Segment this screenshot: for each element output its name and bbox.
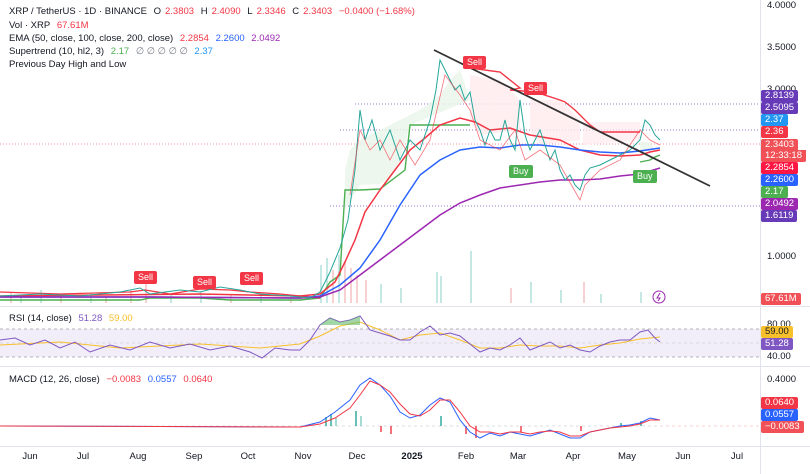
supertrend-up-value: 2.17 <box>110 46 130 57</box>
ema-legend[interactable]: EMA (50, close, 100, close, 200, close) … <box>9 33 281 44</box>
time-label: Jul <box>76 451 90 462</box>
symbol-title[interactable]: XRP / TetherUS · 1D · BINANCE <box>9 6 147 17</box>
price-tick: 3.0000 <box>767 84 796 95</box>
ema200-value: 2.0492 <box>251 33 281 44</box>
time-label: Sep <box>185 451 203 462</box>
rsi-ma-value: 59.00 <box>108 313 133 324</box>
sell-signal: Sell <box>193 276 217 289</box>
volume-value: 67.61M <box>56 20 89 31</box>
macd-signal-value: 0.0640 <box>183 374 213 385</box>
macd-signal-tag: 0.0640 <box>761 397 799 409</box>
ema200-tag: 2.0492 <box>761 198 799 210</box>
pane-separator[interactable] <box>0 306 810 307</box>
time-label: Aug <box>129 451 147 462</box>
rsi-value-tag: 51.28 <box>761 338 793 350</box>
change-value: −0.0400 (−1.68%) <box>338 6 415 17</box>
time-label: Jun <box>675 451 691 462</box>
time-label-year: 2025 <box>401 451 423 462</box>
sell-signal: Sell <box>463 56 487 69</box>
price-tick: 3.5000 <box>767 42 797 53</box>
price-axis-border <box>760 0 761 474</box>
time-label: Dec <box>348 451 366 462</box>
sell-signal: Sell <box>240 272 264 285</box>
macd-histogram-tag: −0.0083 <box>761 421 804 433</box>
supertrend-legend[interactable]: Supertrend (10, hl2, 3) 2.17 ∅ ∅ ∅ ∅ ∅ 2… <box>9 46 213 57</box>
bar-countdown-tag: 12:33:18 <box>761 150 806 162</box>
ema50-tag: 2.2854 <box>761 162 799 174</box>
high-value: 2.4090 <box>211 6 241 17</box>
ema100-tag: 2.2600 <box>761 174 799 186</box>
supertrend-na-values: ∅ ∅ ∅ ∅ ∅ <box>135 46 188 57</box>
supertrend-down-tag: 2.37 <box>761 114 788 126</box>
price-tick: 1.0000 <box>767 251 797 262</box>
supertrend-up-tag: 2.17 <box>761 186 788 198</box>
time-label: Oct <box>240 451 256 462</box>
supertrend-tag: 2.36 <box>761 126 788 138</box>
macd-line-tag: 0.0557 <box>761 409 799 421</box>
macd-tick: 0.4000 <box>767 374 797 385</box>
rsi-tick: 40.00 <box>767 351 791 362</box>
time-label: Mar <box>509 451 527 462</box>
rsi-tick: 80.00 <box>767 319 791 330</box>
low-value: 2.3346 <box>256 6 286 17</box>
macd-value: 0.0557 <box>147 374 177 385</box>
rsi-ma-tag: 59.00 <box>761 326 793 338</box>
macd-legend[interactable]: MACD (12, 26, close) −0.0083 0.0557 0.06… <box>9 374 213 385</box>
pane-separator[interactable] <box>0 366 810 367</box>
ema50-value: 2.2854 <box>179 33 209 44</box>
time-label: Jul <box>730 451 744 462</box>
pdhl-legend[interactable]: Previous Day High and Low <box>9 59 127 70</box>
pd-level-tag: 2.5095 <box>761 102 799 114</box>
time-label: Feb <box>457 451 475 462</box>
open-value: 2.3803 <box>165 6 195 17</box>
supertrend-down-value: 2.37 <box>194 46 213 57</box>
buy-signal: Buy <box>633 170 657 183</box>
price-tick: 4.0000 <box>767 0 797 11</box>
volume-tag: 67.61M <box>761 293 801 305</box>
macd-histogram-value: −0.0083 <box>106 374 142 385</box>
time-label: Jun <box>22 451 38 462</box>
volume-legend[interactable]: Vol · XRP 67.61M <box>9 20 89 31</box>
chart-canvas[interactable] <box>0 0 760 474</box>
close-value: 2.3403 <box>303 6 333 17</box>
sell-signal: Sell <box>134 271 158 284</box>
ema100-value: 2.2600 <box>215 33 245 44</box>
time-label: Nov <box>294 451 312 462</box>
rsi-value: 51.28 <box>78 313 103 324</box>
sell-signal: Sell <box>524 82 548 95</box>
rsi-legend[interactable]: RSI (14, close) 51.28 59.00 <box>9 313 133 324</box>
alert-lightning-icon[interactable] <box>652 290 666 304</box>
pd-high-tag: 2.8139 <box>761 90 799 102</box>
pd-low-tag: 1.6119 <box>761 210 798 222</box>
time-label: Apr <box>565 451 581 462</box>
time-label: May <box>618 451 636 462</box>
buy-signal: Buy <box>509 165 533 178</box>
last-price-tag: 2.3403 <box>761 139 799 151</box>
time-axis-border <box>0 446 810 447</box>
